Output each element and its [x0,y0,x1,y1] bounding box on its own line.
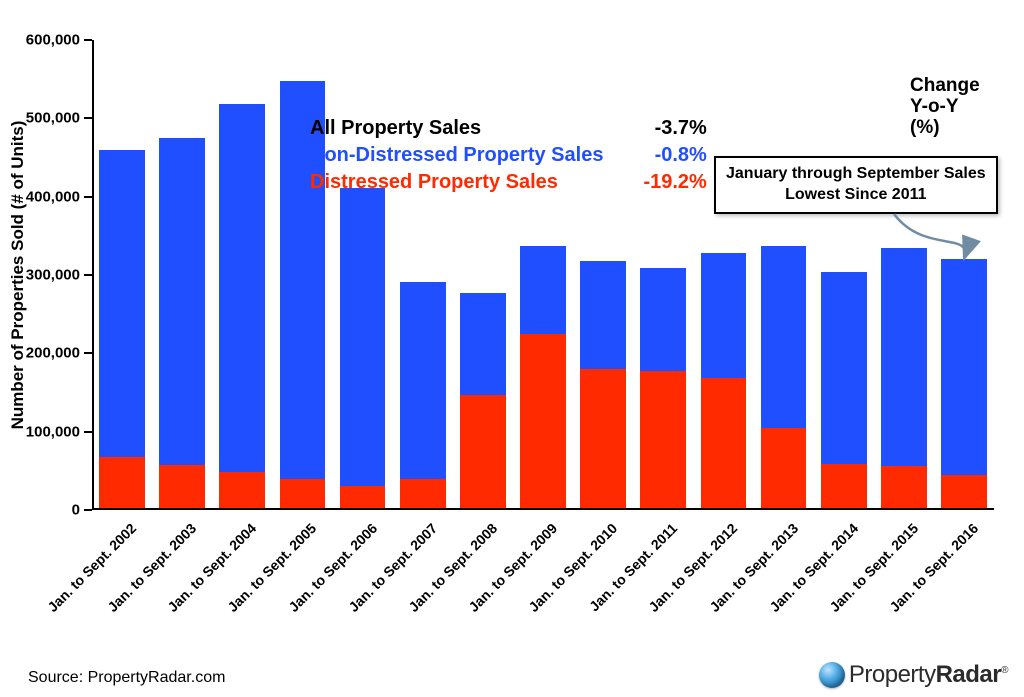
stacked-bar [99,150,145,508]
bar-seg-distressed [219,472,265,508]
stacked-bar [821,272,867,508]
x-axis-line [92,508,994,510]
bar-seg-nondistressed [640,268,686,371]
bar-seg-distressed [159,465,205,508]
bar-slot [814,40,874,508]
bar-seg-nondistressed [400,282,446,479]
stacked-bar [159,137,205,508]
bar-seg-distressed [99,457,145,508]
bar-seg-nondistressed [941,259,987,475]
annotation-line1: January through September Sales [726,165,986,182]
legend-value: -19.2% [613,170,716,197]
legend-label: All Property Sales [310,116,613,143]
legend-header-change: Change Y-o-Y (%) [910,76,980,139]
bar-seg-distressed [821,464,867,508]
y-tick [84,509,92,511]
propertyradar-logo: PropertyRadar® [819,661,1008,689]
stacked-bar [400,282,446,508]
logo-registered: ® [1001,665,1008,676]
x-labels: Jan. to Sept. 2002Jan. to Sept. 2003Jan.… [92,512,994,672]
legend-value: -3.7% [613,116,716,143]
logo-text: PropertyRadar® [849,661,1008,689]
legend-row: All Property Sales-3.7% [310,116,717,143]
stacked-bar [340,188,386,508]
bar-seg-nondistressed [761,246,807,429]
annotation-line2: Lowest Since 2011 [785,186,926,203]
y-tick [84,117,92,119]
y-tick [84,274,92,276]
y-tick-label: 200,000 [26,345,80,362]
y-tick-label: 100,000 [26,423,80,440]
bar-seg-nondistressed [580,261,626,369]
y-tick-label: 600,000 [26,32,80,49]
legend-table: All Property Sales-3.7%Non-Distressed Pr… [310,116,717,197]
logo-text-part1: Property [849,661,936,688]
y-tick [84,431,92,433]
bar-seg-nondistressed [520,246,566,335]
stacked-bar [520,246,566,508]
y-tick-label: 500,000 [26,110,80,127]
bar-seg-nondistressed [460,293,506,396]
logo-text-part2: Radar [936,661,1002,688]
bar-seg-distressed [881,466,927,508]
bar-seg-nondistressed [340,188,386,486]
stacked-bar [580,261,626,508]
legend-row: Distressed Property Sales-19.2% [310,170,717,197]
legend-label: Distressed Property Sales [310,170,613,197]
stacked-bar [219,104,265,508]
bar-seg-distressed [400,479,446,508]
y-tick [84,39,92,41]
bar-seg-nondistressed [99,150,145,457]
bar-seg-nondistressed [821,272,867,464]
bar-seg-nondistressed [881,248,927,467]
source-text: Source: PropertyRadar.com [28,669,225,687]
legend: Change Y-o-Y (%) All Property Sales-3.7%… [310,70,717,197]
annotation-box: January through September Sales Lowest S… [714,156,998,214]
globe-icon [819,662,845,688]
stacked-bar [941,259,987,508]
bar-seg-distressed [941,475,987,508]
bar-seg-distressed [460,395,506,508]
legend-row: Non-Distressed Property Sales-0.8% [310,143,717,170]
legend-tbody: All Property Sales-3.7%Non-Distressed Pr… [310,116,717,197]
bar-seg-distressed [580,369,626,508]
y-tick-label: 300,000 [26,267,80,284]
legend-header-line2: Y-o-Y (%) [910,96,958,138]
chart-container: Number of Properties Sold (# of Units) 0… [0,0,1024,697]
bar-seg-nondistressed [219,104,265,472]
legend-header-line1: Change [910,75,980,96]
y-tick-label: 0 [72,502,80,519]
bar-slot [92,40,152,508]
y-tick [84,352,92,354]
bar-seg-distressed [761,428,807,508]
bar-seg-distressed [280,479,326,508]
bar-seg-nondistressed [701,253,747,378]
y-tick [84,196,92,198]
bar-slot [212,40,272,508]
legend-label: Non-Distressed Property Sales [310,143,613,170]
bar-seg-nondistressed [159,138,205,465]
stacked-bar [460,293,506,508]
stacked-bar [640,268,686,508]
stacked-bar [701,253,747,508]
bar-seg-distressed [701,378,747,508]
bar-seg-distressed [340,486,386,508]
legend-value: -0.8% [613,143,716,170]
bar-seg-distressed [640,371,686,508]
bar-slot [152,40,212,508]
bar-seg-distressed [520,334,566,508]
bar-slot [754,40,814,508]
y-tick-label: 400,000 [26,188,80,205]
stacked-bar [881,248,927,508]
stacked-bar [761,246,807,508]
